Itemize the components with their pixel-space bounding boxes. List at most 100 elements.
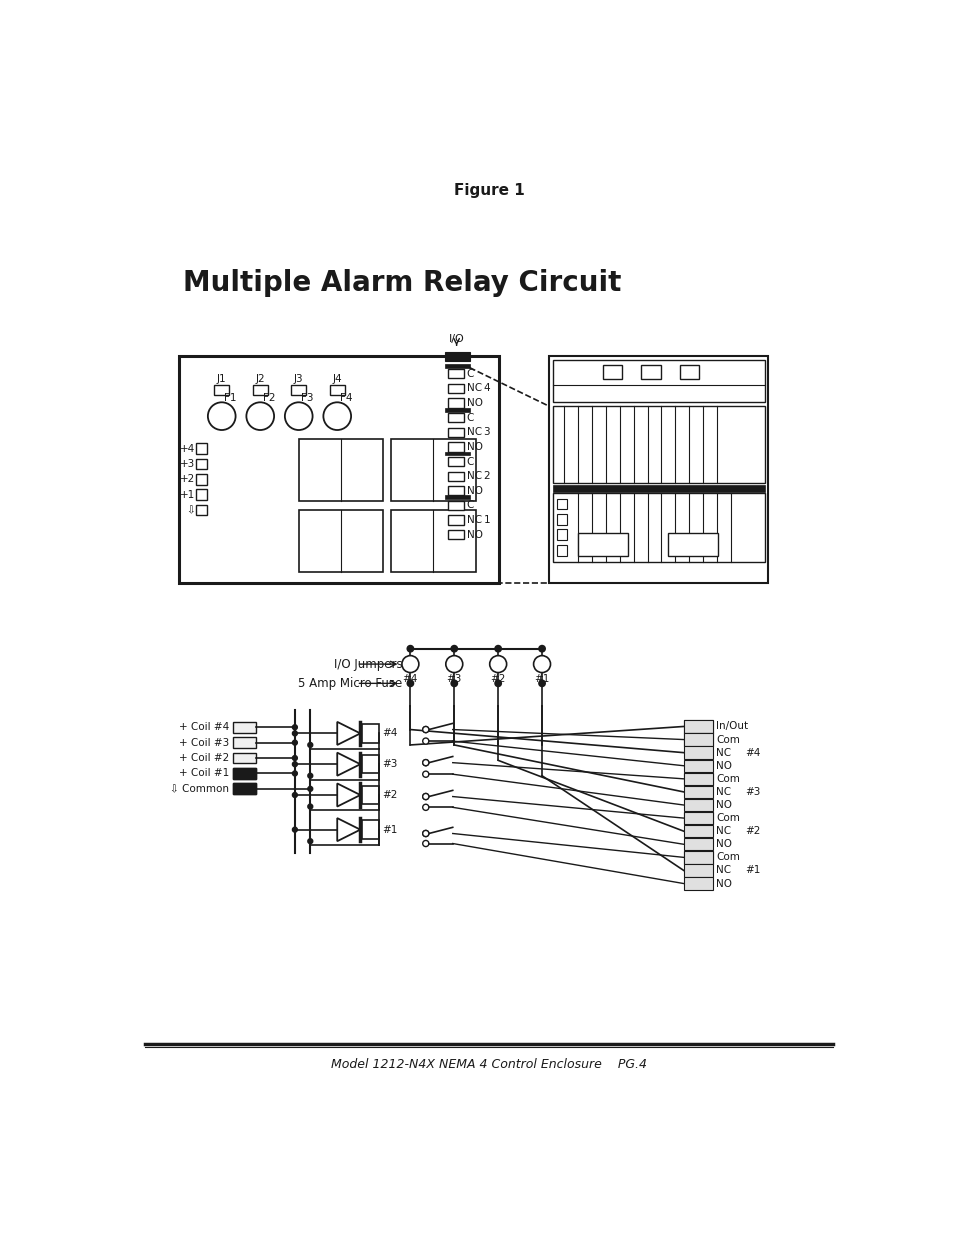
Text: + Coil #2: + Coil #2: [179, 753, 229, 763]
Text: 2: 2: [483, 472, 490, 482]
Bar: [233, 737, 256, 748]
Circle shape: [293, 725, 297, 730]
Text: C: C: [466, 457, 474, 467]
Text: 1: 1: [483, 515, 490, 525]
Bar: [683, 773, 712, 785]
Text: #2: #2: [744, 826, 760, 836]
Bar: [444, 452, 469, 456]
Bar: [448, 369, 463, 378]
Text: #1: #1: [381, 825, 396, 835]
Circle shape: [422, 771, 429, 777]
Circle shape: [422, 739, 429, 745]
Text: + Coil #4: + Coil #4: [179, 722, 229, 732]
Bar: [444, 352, 469, 362]
Circle shape: [308, 839, 313, 844]
Bar: [683, 773, 712, 785]
Circle shape: [489, 656, 506, 673]
Text: #4: #4: [381, 729, 396, 739]
Bar: [683, 825, 712, 837]
Bar: [557, 530, 567, 540]
Bar: [448, 472, 463, 480]
Bar: [683, 811, 712, 824]
Text: #3: #3: [381, 760, 396, 769]
Text: NC: NC: [466, 472, 481, 482]
Text: ⇩ Common: ⇩ Common: [171, 784, 229, 794]
Text: J4: J4: [332, 374, 342, 384]
Text: #4: #4: [402, 674, 417, 684]
Circle shape: [422, 760, 429, 766]
Text: #3: #3: [446, 674, 461, 684]
Text: #2: #2: [490, 674, 505, 684]
Bar: [196, 489, 207, 500]
Text: 5 Amp Micro Fuse: 5 Amp Micro Fuse: [298, 677, 402, 690]
Circle shape: [293, 731, 297, 736]
Text: Multiple Alarm Relay Circuit: Multiple Alarm Relay Circuit: [183, 269, 621, 296]
Text: NO: NO: [716, 800, 731, 810]
Text: #2: #2: [381, 790, 396, 800]
Bar: [253, 385, 268, 395]
Circle shape: [308, 773, 313, 778]
Bar: [444, 408, 469, 411]
Bar: [448, 442, 463, 452]
Bar: [683, 851, 712, 863]
Circle shape: [293, 771, 297, 776]
Bar: [557, 499, 567, 509]
Circle shape: [538, 646, 544, 652]
Circle shape: [407, 646, 413, 652]
Bar: [196, 443, 207, 454]
Text: #1: #1: [744, 866, 760, 876]
Bar: [233, 721, 256, 732]
Bar: [683, 760, 712, 772]
Text: NO: NO: [466, 485, 482, 495]
Bar: [683, 864, 712, 877]
Text: NC: NC: [716, 747, 730, 757]
Bar: [361, 820, 378, 839]
Circle shape: [422, 830, 429, 836]
Bar: [683, 811, 712, 824]
Text: J1: J1: [216, 374, 226, 384]
Bar: [552, 359, 763, 403]
Circle shape: [451, 646, 456, 652]
Circle shape: [293, 827, 297, 832]
Circle shape: [407, 680, 413, 687]
Circle shape: [285, 403, 313, 430]
Bar: [196, 474, 207, 484]
Text: ⇩: ⇩: [186, 505, 194, 515]
Bar: [391, 440, 476, 501]
Bar: [361, 785, 378, 804]
Circle shape: [308, 787, 313, 792]
Circle shape: [422, 760, 429, 766]
Text: In/Out: In/Out: [716, 721, 747, 731]
Bar: [552, 406, 763, 483]
Bar: [291, 385, 306, 395]
Circle shape: [293, 756, 297, 761]
Bar: [391, 510, 476, 572]
Bar: [683, 720, 712, 732]
Text: NO: NO: [466, 442, 482, 452]
Text: NC: NC: [466, 427, 481, 437]
Text: Com: Com: [716, 774, 740, 784]
Bar: [233, 783, 256, 794]
Text: NC: NC: [716, 866, 730, 876]
Circle shape: [246, 403, 274, 430]
Bar: [602, 366, 621, 379]
Bar: [233, 752, 256, 763]
Bar: [196, 505, 207, 515]
Text: Figure 1: Figure 1: [453, 183, 524, 198]
Bar: [683, 746, 712, 758]
Text: #1: #1: [534, 674, 549, 684]
Circle shape: [293, 793, 297, 798]
Bar: [448, 487, 463, 495]
Circle shape: [445, 656, 462, 673]
Bar: [448, 399, 463, 408]
Circle shape: [495, 680, 500, 687]
Text: F3: F3: [301, 394, 314, 404]
Bar: [448, 384, 463, 393]
Text: I/O: I/O: [448, 335, 464, 345]
Text: 4: 4: [483, 383, 490, 394]
Text: + Coil #1: + Coil #1: [179, 768, 229, 778]
Bar: [298, 440, 383, 501]
Text: J3: J3: [294, 374, 303, 384]
Bar: [448, 412, 463, 422]
Bar: [444, 364, 469, 368]
